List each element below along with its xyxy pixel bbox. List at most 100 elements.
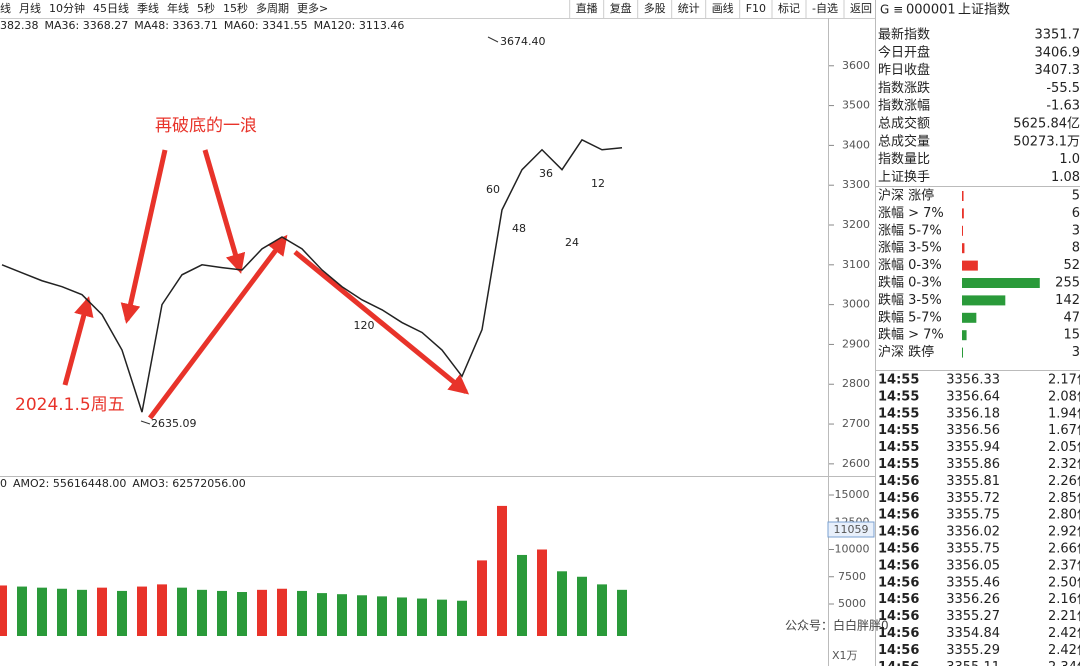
breadth-label: 涨幅 0-3% [878,258,942,273]
tick-time: 14:55 [878,406,919,421]
ma-legend: MA60: 3341.55 [224,19,308,32]
stat-label: 今日开盘 [878,44,930,60]
signal-marker: 12 [591,177,605,190]
tick-volume: 1.67亿 [1048,423,1080,438]
stat-value: -55.5 [1046,81,1080,96]
tick-volume: 2.32亿 [1048,457,1080,472]
breadth-bar [962,208,964,219]
tick-price: 3355.72 [946,491,1000,506]
volume-bar [297,590,307,636]
breadth-count: 3 [1072,345,1080,360]
stat-value: 50273.1万 [1013,134,1080,149]
volume-bar [77,589,87,636]
toolbar-tab[interactable]: 5秒 [197,1,215,15]
tick-volume: 2.42亿 [1048,626,1080,641]
y-tick-label: 3400 [842,138,870,151]
tick-time: 14:56 [878,592,919,607]
breadth-label: 跌幅 3-5% [878,292,942,308]
tick-price: 3355.29 [946,643,1000,658]
tick-price: 3356.05 [946,558,1000,573]
high-label: 3674.40 [500,35,546,48]
y-tick-label: 3000 [842,298,870,311]
tick-price: 3356.56 [946,423,1000,438]
toolbar-tab[interactable]: 月线 [19,1,41,15]
toolbar-tab[interactable]: 线 [0,1,11,15]
breadth-label: 跌幅 5-7% [878,309,942,325]
tick-volume: 2.42亿 [1048,643,1080,658]
tick-time: 14:55 [878,440,919,455]
volume-bar [577,576,587,636]
breadth-count: 142 [1055,293,1080,308]
g-icon: G ≡ [880,3,903,17]
tick-time: 14:56 [878,525,919,540]
signal-marker: 36 [539,167,553,180]
volume-bar [497,505,507,636]
volume-bar [537,549,547,636]
tick-price: 3356.18 [946,406,1000,421]
toolbar-button[interactable]: F10 [746,2,766,15]
toolbar-button[interactable]: 直播 [576,1,598,15]
volume-bar [137,586,147,636]
low-label: 2635.09 [151,417,197,430]
tick-volume: 2.80亿 [1048,508,1080,523]
volume-bar [357,595,367,636]
tick-price: 3355.94 [946,440,1000,455]
tick-time: 14:56 [878,491,919,506]
last-volume: 11059 [834,523,869,536]
tick-time: 14:56 [878,542,919,557]
toolbar-tab[interactable]: 更多> [297,1,328,15]
toolbar-button[interactable]: 返回 [850,2,872,15]
tick-price: 3355.46 [946,575,1000,590]
volume-bar [557,571,567,636]
tick-volume: 2.26亿 [1048,474,1080,489]
red-arrows [62,149,470,420]
volume-bar [377,596,387,636]
toolbar-tab[interactable]: 季线 [137,1,159,15]
index-code: 000001 [906,3,956,18]
toolbar-button[interactable]: -自选 [812,2,838,15]
tick-volume: 2.16亿 [1048,592,1080,607]
tick-volume: 2.92亿 [1048,525,1080,540]
breadth-label: 沪深 跌停 [878,344,934,360]
breadth-count: 6 [1072,206,1080,221]
tick-time: 14:56 [878,643,919,658]
volume-bar [317,593,327,636]
toolbar-tab[interactable]: 年线 [167,1,189,15]
breadth-bar [962,260,978,271]
toolbar-button[interactable]: 画线 [712,1,734,15]
toolbar-button[interactable]: 标记 [778,1,800,15]
y-tick-label: 3100 [842,258,870,271]
tick-time: 14:56 [878,626,919,641]
breadth-count: 255 [1055,276,1080,291]
breadth-bar [962,278,1040,288]
tick-price: 3355.75 [946,542,1000,557]
stat-value: 5625.84亿 [1013,117,1080,132]
y-tick-label: 3300 [842,178,870,191]
tick-time: 14:56 [878,660,919,666]
volume-bar [117,590,127,636]
tick-volume: 2.37亿 [1048,558,1080,573]
toolbar-button[interactable]: 多股 [644,1,666,15]
tick-time: 14:56 [878,558,919,573]
volume-bar [337,594,347,636]
toolbar-button[interactable]: 统计 [678,2,700,15]
toolbar-tab[interactable]: 45日线 [93,1,129,15]
price-line [1,138,623,413]
breadth-bar [962,243,965,254]
toolbar-tab[interactable]: 多周期 [256,1,289,15]
toolbar-tab[interactable]: 10分钟 [49,1,85,15]
y-tick-label: 2800 [842,377,870,390]
breadth-bar [962,225,963,236]
breadth-bar [962,330,967,341]
ma-legend: MA48: 3363.71 [134,19,218,32]
y-tick-label: 15000 [835,488,870,501]
volume-bar [17,586,27,636]
stat-value: 3406.9 [1035,45,1080,60]
breadth-count: 3 [1072,223,1080,238]
volume-bar [97,587,107,636]
toolbar-tab[interactable]: 15秒 [223,1,248,15]
breadth-count: 47 [1063,310,1080,325]
breadth-count: 15 [1063,328,1080,343]
toolbar-button[interactable]: 复盘 [610,1,632,15]
